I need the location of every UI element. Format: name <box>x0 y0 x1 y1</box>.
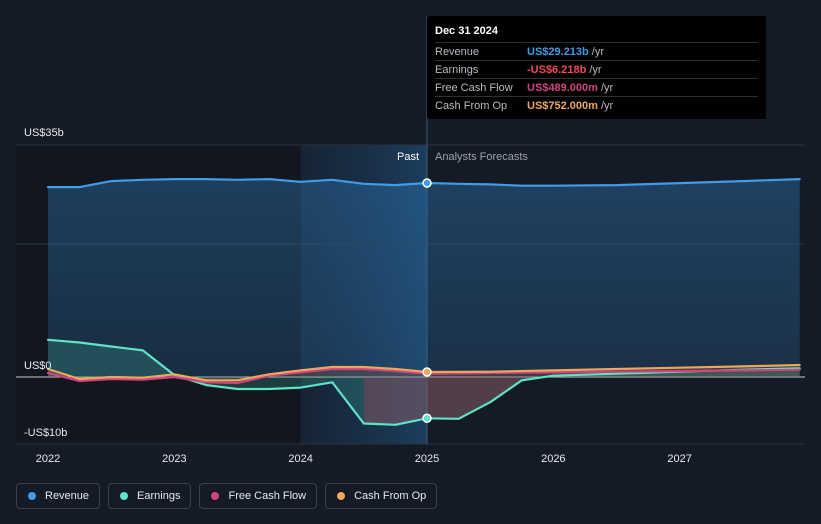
y-axis-top-label: US$35b <box>24 127 64 139</box>
tooltip-unit: /yr <box>591 45 604 58</box>
x-tick-2023: 2023 <box>162 453 186 465</box>
legend-item-free-cash-flow[interactable]: Free Cash Flow <box>199 483 318 509</box>
tooltip-label: Earnings <box>435 63 479 76</box>
tooltip-unit: /yr <box>600 99 614 112</box>
legend-item-cash-from-op[interactable]: Cash From Op <box>325 483 438 509</box>
tooltip-label: Revenue <box>435 45 480 58</box>
legend-label: Earnings <box>137 490 181 502</box>
revenue-area <box>48 179 800 377</box>
forecast-label: Analysts Forecasts <box>435 151 528 163</box>
legend-item-earnings[interactable]: Earnings <box>108 483 192 509</box>
revenue-line <box>46 178 801 189</box>
tooltip-value: US$29.213b <box>527 45 589 58</box>
legend-dot-icon <box>28 492 36 500</box>
free-cash-flow-line <box>46 367 801 385</box>
tooltip-unit: /yr <box>600 81 614 94</box>
legend-dot-icon <box>211 492 220 500</box>
legend-label: Cash From Op <box>354 490 427 502</box>
tooltip-value: -US$6.218b <box>527 63 587 76</box>
x-tick-2024: 2024 <box>288 453 312 465</box>
legend-label: Revenue <box>45 490 90 502</box>
tooltip-value: US$489.000m <box>527 81 598 94</box>
earnings-negative-area <box>363 375 554 425</box>
tooltip-value: US$752.000m <box>527 99 598 112</box>
cash-from-op-line <box>46 363 801 382</box>
y-axis-zero-label: US$0 <box>24 360 52 372</box>
cash-from-op-marker <box>422 367 432 377</box>
x-tick-2027: 2027 <box>667 453 691 465</box>
revenue-marker <box>422 178 432 188</box>
tooltip-row-cash-from-op: Cash From Op US$752.000m /yr <box>435 96 758 114</box>
legend-dot-icon <box>120 492 129 500</box>
earnings-marker <box>422 413 432 424</box>
earnings-area <box>48 339 800 425</box>
tooltip-label: Free Cash Flow <box>435 81 513 94</box>
tooltip-unit: /yr <box>589 63 602 76</box>
y-axis-bottom-label: -US$10b <box>24 427 67 439</box>
legend-item-revenue[interactable]: Revenue <box>16 483 101 509</box>
earnings-line <box>46 338 801 426</box>
x-tick-2022: 2022 <box>36 453 60 465</box>
legend-label: Free Cash Flow <box>228 490 307 502</box>
past-label: Past <box>397 151 419 163</box>
tooltip-label: Cash From Op <box>435 99 508 112</box>
tooltip-row-revenue: Revenue US$29.213b /yr <box>435 42 758 60</box>
x-tick-2026: 2026 <box>541 453 565 465</box>
tooltip-date: Dec 31 2024 <box>435 25 498 37</box>
legend: Revenue Earnings Free Cash Flow Cash Fro… <box>16 483 438 509</box>
tooltip-row-earnings: Earnings -US$6.218b /yr <box>435 60 758 78</box>
x-tick-2025: 2025 <box>415 453 439 465</box>
legend-dot-icon <box>337 492 346 500</box>
tooltip-panel: Dec 31 2024 Revenue US$29.213b /yr Earni… <box>427 16 766 119</box>
tooltip-row-free-cash-flow: Free Cash Flow US$489.000m /yr <box>435 78 758 96</box>
